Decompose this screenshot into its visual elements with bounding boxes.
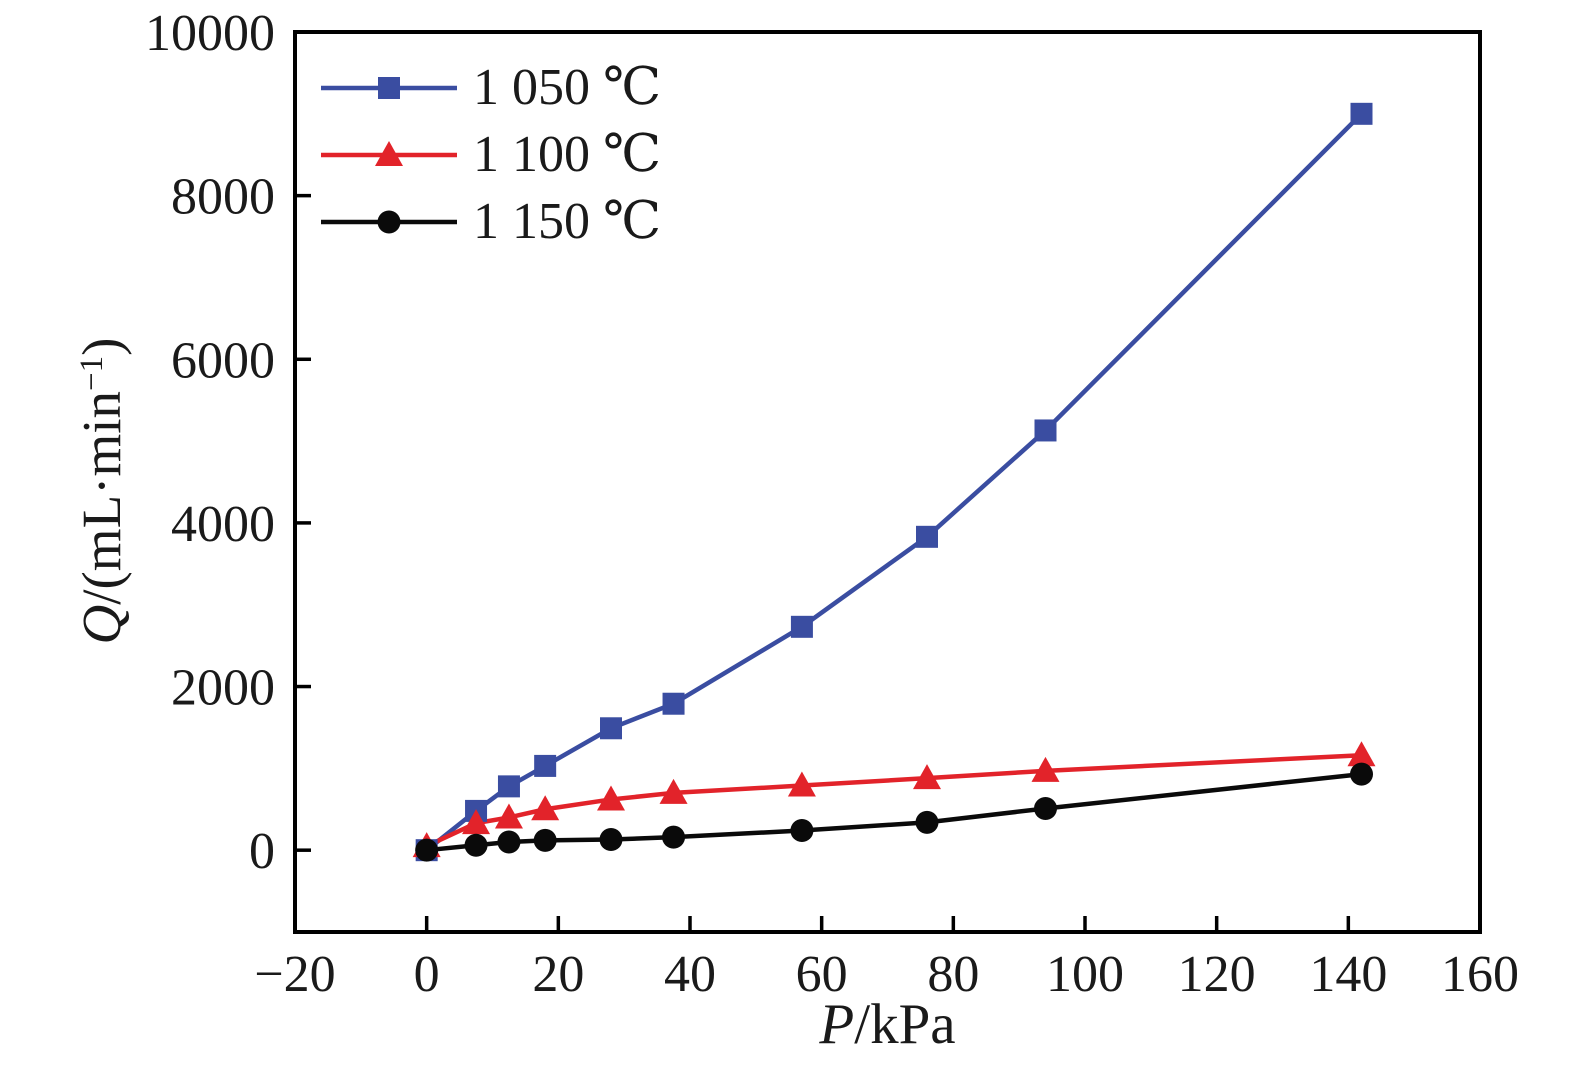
x-axis-label: P/kPa	[295, 996, 1480, 1053]
data-point-square	[916, 525, 938, 548]
legend-item: 1 150 ℃	[321, 188, 661, 255]
data-point-triangle	[531, 795, 560, 821]
legend-sample-marker	[375, 140, 403, 166]
data-point-square	[662, 692, 685, 715]
data-point-circle	[464, 833, 488, 857]
y-tick-label: 2000	[171, 660, 275, 717]
data-point-circle	[1350, 762, 1373, 786]
data-point-circle	[915, 810, 939, 834]
data-point-triangle	[913, 764, 941, 790]
series-line-circle	[426, 771, 1362, 853]
legend-item: 1 100 ℃	[321, 121, 661, 188]
data-point-triangle	[787, 771, 816, 797]
data-point-square	[790, 615, 813, 638]
legend-sample-square-icon	[321, 76, 457, 99]
legend-item: 1 050 ℃	[321, 54, 661, 121]
y-axis-label-unit-pre: /(mL·min	[71, 390, 132, 605]
legend-sample-circle-icon	[321, 210, 457, 233]
x-tick-label: 100	[1046, 946, 1124, 1003]
y-tick-label: 0	[249, 823, 275, 880]
x-tick-label: 140	[1309, 946, 1387, 1003]
legend-sample-marker	[378, 76, 400, 99]
x-tick-label: 20	[532, 946, 584, 1003]
x-tick-label: 80	[927, 946, 979, 1003]
data-point-circle	[662, 825, 686, 849]
data-point-triangle	[462, 809, 491, 835]
data-point-triangle	[1347, 741, 1376, 767]
data-point-circle	[599, 828, 623, 852]
plot-border	[293, 30, 1482, 934]
y-axis-label-unit-post: )	[71, 337, 132, 356]
data-point-square	[600, 717, 622, 740]
legend-sample-marker	[377, 210, 401, 233]
data-point-circle	[533, 828, 557, 852]
data-point-circle	[415, 838, 439, 862]
x-tick-label: 40	[664, 946, 716, 1003]
data-point-square	[497, 775, 520, 798]
y-tick-label: 4000	[171, 496, 275, 553]
data-point-circle	[1034, 796, 1057, 820]
y-tick-label: 10000	[145, 5, 275, 62]
data-point-square	[1034, 419, 1057, 442]
legend-sample-triangle-icon	[321, 140, 457, 166]
series-line-square	[425, 112, 1364, 852]
series-line-triangle	[425, 753, 1362, 849]
legend-label: 1 050 ℃	[473, 58, 662, 116]
data-point-circle	[790, 819, 814, 843]
x-tick-label: −20	[254, 946, 335, 1003]
y-axis-label-symbol: Q	[71, 604, 132, 645]
x-axis-label-symbol: P	[819, 993, 855, 1056]
y-tick-label: 6000	[171, 332, 275, 389]
y-axis-label-exponent: −1	[73, 355, 110, 391]
x-tick-label: 120	[1178, 946, 1256, 1003]
legend: 1 050 ℃ 1 100 ℃ 1 150 ℃	[321, 54, 661, 255]
data-point-square	[534, 754, 557, 777]
data-point-circle	[497, 830, 521, 854]
x-axis-label-unit: /kPa	[854, 993, 956, 1056]
y-tick-label: 8000	[171, 169, 275, 226]
y-axis-label: Q/(mL·min−1)	[71, 41, 138, 941]
data-point-triangle	[494, 803, 523, 829]
data-point-triangle	[659, 778, 688, 804]
data-point-triangle	[597, 785, 625, 811]
legend-label: 1 100 ℃	[473, 125, 662, 183]
data-point-square	[1350, 102, 1373, 125]
data-point-triangle	[1031, 756, 1060, 782]
x-tick-label: 60	[796, 946, 848, 1003]
x-tick-label: 0	[414, 946, 440, 1003]
x-tick-label: 160	[1441, 946, 1519, 1003]
legend-label: 1 150 ℃	[473, 192, 662, 250]
